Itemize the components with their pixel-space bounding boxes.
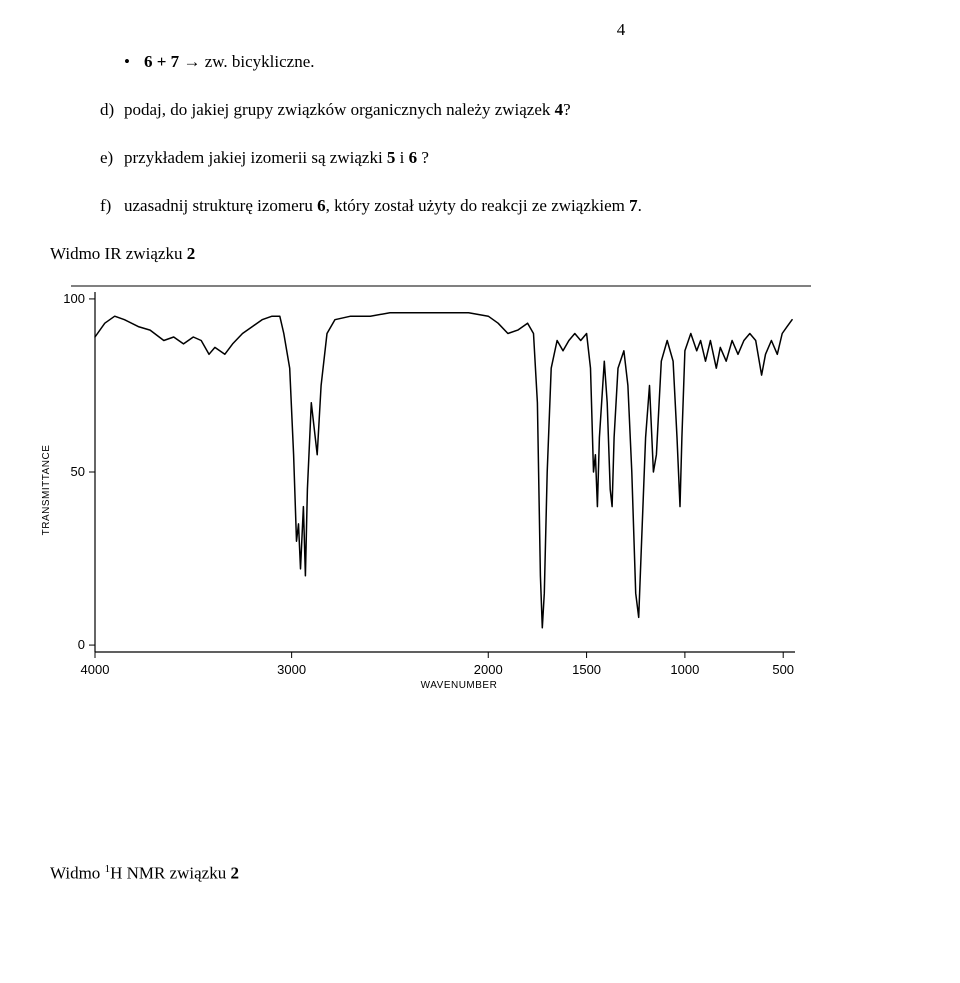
ir-spectrum-svg: 0 50 100 4000 3000 2000 1500 1000 500 WAVENUMBER T… xyxy=(35,278,815,698)
bullet-rest: zw. bicykliczne. xyxy=(205,52,315,71)
svg-text:100: 100 xyxy=(63,291,85,306)
item-f-mid: , który został użyty do reakcji ze związ… xyxy=(326,196,630,215)
ir-spectrum-chart: 0 50 100 4000 3000 2000 1500 1000 500 WAVENUMBER T… xyxy=(35,278,882,703)
svg-text:TRANSMITTANCE: TRANSMITTANCE xyxy=(41,445,52,536)
nmr-caption-bold: 2 xyxy=(230,864,239,883)
svg-text:3000: 3000 xyxy=(277,662,306,677)
page-number: 4 xyxy=(360,20,882,40)
item-letter-e: e) xyxy=(100,148,124,168)
item-e-mid: i xyxy=(395,148,408,167)
svg-text:50: 50 xyxy=(71,464,85,479)
item-e-post: ? xyxy=(421,148,429,167)
item-f-bold1: 6 xyxy=(317,196,326,215)
item-d-bold: 4 xyxy=(555,100,564,119)
item-e-bold2: 6 xyxy=(409,148,422,167)
svg-text:500: 500 xyxy=(772,662,794,677)
question-e: e) przykładem jakiej izomerii są związki… xyxy=(100,148,882,168)
item-d-pre: podaj, do jakiej grupy związków organicz… xyxy=(124,100,555,119)
item-letter-d: d) xyxy=(100,100,124,120)
svg-text:1500: 1500 xyxy=(572,662,601,677)
svg-text:WAVENUMBER: WAVENUMBER xyxy=(421,680,498,691)
item-e-pre: przykładem jakiej izomerii są związki xyxy=(124,148,387,167)
nmr-caption-mid: H NMR związku xyxy=(110,864,230,883)
question-d: d) podaj, do jakiej grupy związków organ… xyxy=(100,100,882,120)
svg-text:2000: 2000 xyxy=(474,662,503,677)
svg-text:1000: 1000 xyxy=(670,662,699,677)
nmr-caption-pre: Widmo xyxy=(50,864,105,883)
ir-caption: Widmo IR związku 2 xyxy=(50,244,882,264)
bullet-item: • 6 + 7 → zw. bicykliczne. xyxy=(124,52,882,72)
arrow-icon: → xyxy=(183,52,200,71)
item-f-pre: uzasadnij strukturę izomeru xyxy=(124,196,317,215)
svg-text:4000: 4000 xyxy=(81,662,110,677)
bullet-reagents: 6 + 7 xyxy=(144,52,179,71)
ir-caption-pre: Widmo IR związku xyxy=(50,244,187,263)
svg-text:0: 0 xyxy=(78,637,85,652)
item-f-bold2: 7 xyxy=(629,196,638,215)
item-letter-f: f) xyxy=(100,196,124,216)
nmr-caption: Widmo 1H NMR związku 2 xyxy=(50,863,882,884)
question-f: f) uzasadnij strukturę izomeru 6, który … xyxy=(100,196,882,216)
item-f-post: . xyxy=(638,196,642,215)
bullet-dot-icon: • xyxy=(124,52,144,72)
item-d-post: ? xyxy=(563,100,571,119)
ir-caption-bold: 2 xyxy=(187,244,196,263)
